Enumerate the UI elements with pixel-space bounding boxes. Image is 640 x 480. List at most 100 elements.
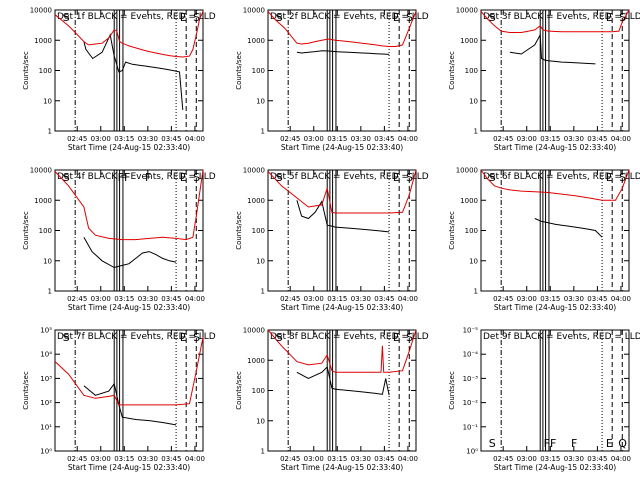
event-marker-label: S <box>406 171 413 184</box>
x-axis-label: Start Time (24-Aug-15 02:33:40) <box>494 463 616 472</box>
y-tick-label: 10000 <box>456 167 478 175</box>
event-marker-label: S <box>193 171 200 184</box>
x-tick-label: 03:00 <box>91 135 111 143</box>
x-tick-label: 03:15 <box>114 455 134 463</box>
event-marker-label: S <box>406 331 413 344</box>
x-tick-label: 03:30 <box>564 135 584 143</box>
y-tick-label: 10³ <box>40 375 52 383</box>
event-marker-label: S <box>276 11 283 24</box>
y-tick-label: 100 <box>465 67 478 75</box>
x-tick-label: 03:00 <box>517 135 537 143</box>
event-marker-label: E <box>606 11 613 24</box>
event-marker-label: S <box>276 171 283 184</box>
event-marker-label: S <box>193 11 200 24</box>
panel-title: Det 8f BLACK = Events, RED = LLD <box>270 332 429 342</box>
plot-frame <box>267 9 417 132</box>
detector-panel-5: Det 5f BLACK = Events, RED = LLD 1 10 100 10… <box>235 167 429 313</box>
x-tick-label: 02:45 <box>493 295 513 303</box>
panel-title: Det 2f BLACK = Events, RED = LLD <box>270 12 429 22</box>
x-tick-label: 03:45 <box>587 295 607 303</box>
detector-panel-9: Det 9f BLACK = Events, RED = LLD 10⁰ 10⁻¹ 1… <box>448 327 640 473</box>
plot-frame <box>54 9 204 132</box>
y-tick-label: 100 <box>252 67 265 75</box>
x-axis-label: Start Time (24-Aug-15 02:33:40) <box>68 463 190 472</box>
x-tick-label: 04:00 <box>398 295 418 303</box>
event-marker-label: E <box>393 171 400 184</box>
y-tick-label: 10¹ <box>40 423 52 431</box>
panel-title: Det 4f BLACK = Events, RED = LLD <box>57 172 216 182</box>
event-marker-label: S <box>619 11 626 24</box>
events-series-line <box>296 200 390 233</box>
plot-frame <box>480 329 630 452</box>
x-tick-label: 03:00 <box>304 135 324 143</box>
detector-panel-2: Det 2f BLACK = Events, RED = LLD 1 10 100 10… <box>235 7 429 153</box>
y-tick-label: 1 <box>474 288 478 296</box>
events-series-line <box>534 218 603 238</box>
y-tick-label: 10⁻¹ <box>463 423 479 431</box>
x-tick-label: 04:00 <box>185 135 205 143</box>
y-tick-label: 10⁻⁴ <box>463 351 479 359</box>
event-marker-label: E <box>180 11 187 24</box>
event-marker-label: S <box>276 331 283 344</box>
x-tick-label: 03:15 <box>327 455 347 463</box>
x-tick-label: 02:45 <box>493 455 513 463</box>
event-marker-label: S <box>193 331 200 344</box>
lld-series-line <box>54 169 204 241</box>
y-tick-label: 10 <box>256 97 265 105</box>
y-tick-label: 1000 <box>247 357 265 365</box>
plot-frame <box>54 169 204 292</box>
x-axis-label: Start Time (24-Aug-15 02:33:40) <box>494 303 616 312</box>
y-tick-label: 100 <box>465 227 478 235</box>
x-tick-label: 03:45 <box>161 295 181 303</box>
y-axis-label: Counts/sec <box>22 371 30 410</box>
x-tick-label: 03:30 <box>351 135 371 143</box>
x-tick-label: 03:30 <box>351 455 371 463</box>
y-tick-label: 10⁵ <box>40 327 52 335</box>
y-tick-label: 100 <box>252 227 265 235</box>
detector-panel-6: Det 6f BLACK = Events, RED = LLD 1 10 100 10… <box>448 167 640 313</box>
event-marker-label: E <box>606 437 613 450</box>
y-tick-label: 10⁰ <box>40 448 52 456</box>
y-tick-label: 10000 <box>243 7 265 15</box>
y-tick-label: 10² <box>40 399 52 407</box>
x-tick-label: 03:15 <box>114 295 134 303</box>
event-marker-label: F <box>145 171 151 184</box>
event-marker-label: E <box>180 171 187 184</box>
lld-series-line <box>480 9 630 33</box>
event-marker-label: E <box>606 171 613 184</box>
x-tick-label: 03:00 <box>517 455 537 463</box>
x-tick-label: 03:30 <box>351 295 371 303</box>
x-tick-label: 03:30 <box>138 135 158 143</box>
x-tick-label: 03:45 <box>587 455 607 463</box>
events-series-line <box>509 33 596 65</box>
lld-series-line <box>267 11 417 47</box>
y-tick-label: 10 <box>256 257 265 265</box>
y-tick-label: 10000 <box>243 167 265 175</box>
y-tick-label: 1000 <box>460 37 478 45</box>
x-tick-label: 02:45 <box>280 135 300 143</box>
x-tick-label: 03:30 <box>138 295 158 303</box>
y-tick-label: 100 <box>39 227 52 235</box>
panel-title: Det 7f BLACK = Events, RED = LLD <box>57 332 216 342</box>
x-tick-label: 03:00 <box>91 455 111 463</box>
y-tick-label: 1 <box>261 448 265 456</box>
x-tick-label: 04:00 <box>185 455 205 463</box>
y-tick-label: 100 <box>252 387 265 395</box>
event-marker-label: E <box>180 331 187 344</box>
panel-title: Det 3f BLACK = Events, RED = LLD <box>483 12 640 22</box>
y-tick-label: 1000 <box>34 37 52 45</box>
lld-series-line <box>54 337 204 406</box>
x-tick-label: 03:15 <box>114 135 134 143</box>
lld-series-line <box>267 169 417 214</box>
y-tick-label: 10⁻³ <box>463 375 479 383</box>
x-tick-label: 04:00 <box>611 455 631 463</box>
events-series-line <box>296 366 390 396</box>
event-marker-label: F <box>571 437 577 450</box>
detector-panel-1: Det 1f BLACK = Events, RED = LLD 1 10 100 10… <box>22 7 216 153</box>
plot-frame <box>54 329 204 452</box>
x-tick-label: 03:30 <box>564 455 584 463</box>
x-tick-label: 03:45 <box>587 135 607 143</box>
x-tick-label: 03:15 <box>540 295 560 303</box>
y-tick-label: 1 <box>48 128 52 136</box>
detector-panel-7: Det 7f BLACK = Events, RED = LLD 10⁰ 10¹ 10… <box>22 327 216 473</box>
